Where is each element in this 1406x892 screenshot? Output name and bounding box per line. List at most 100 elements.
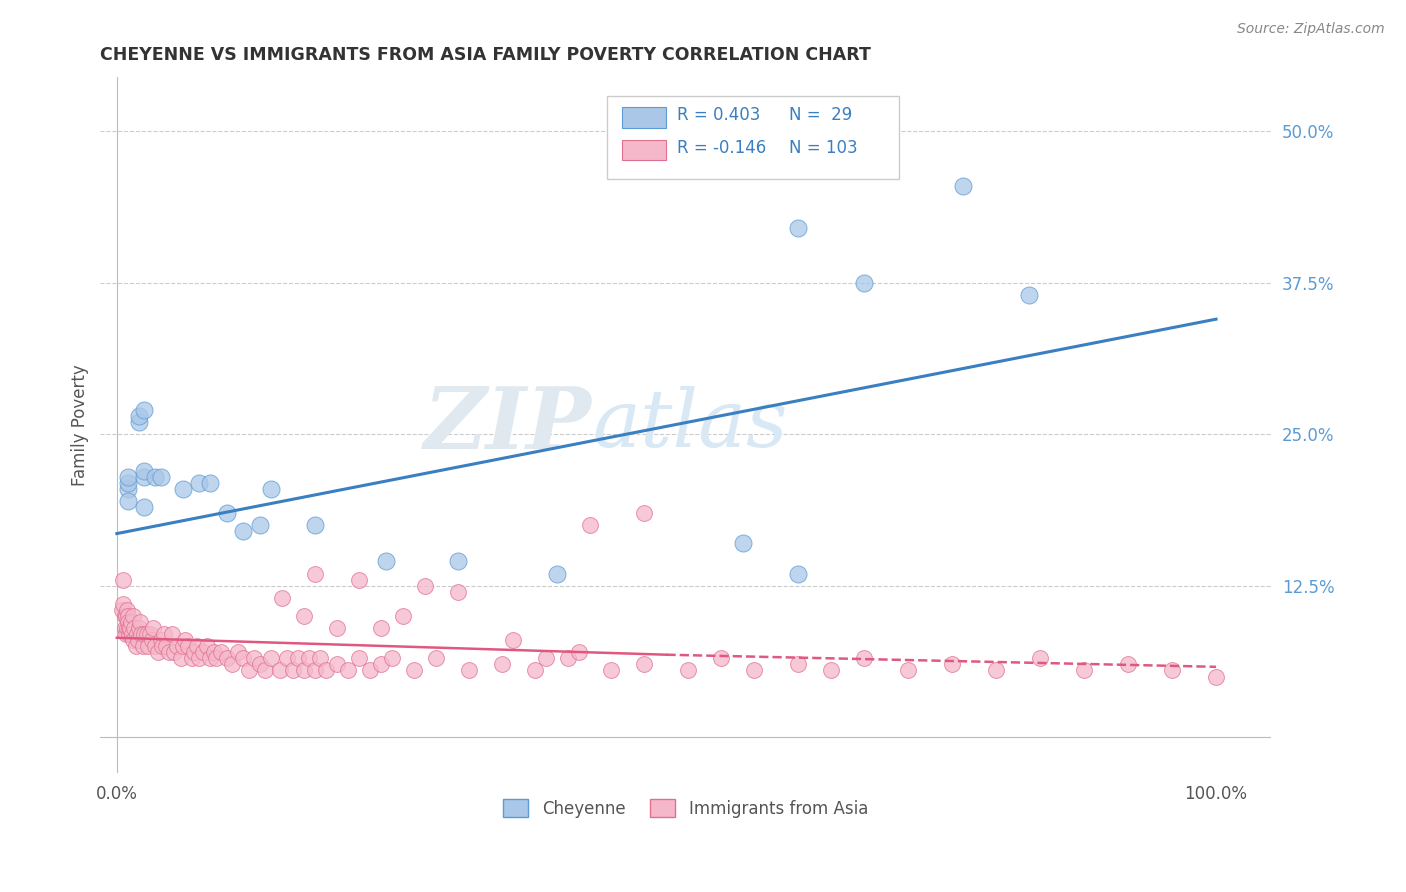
- Point: [166, 639, 188, 653]
- Point: [304, 566, 326, 581]
- Point: [1116, 657, 1139, 672]
- Point: [853, 651, 876, 665]
- Point: [149, 633, 172, 648]
- Point: [1205, 669, 1227, 683]
- Point: [567, 645, 589, 659]
- Point: [298, 651, 321, 665]
- Legend: Cheyenne, Immigrants from Asia: Cheyenne, Immigrants from Asia: [496, 793, 875, 824]
- Y-axis label: Family Poverty: Family Poverty: [72, 364, 89, 486]
- Point: [209, 645, 232, 659]
- Point: [111, 603, 134, 617]
- Text: R = -0.146: R = -0.146: [678, 139, 766, 157]
- Point: [523, 664, 546, 678]
- Point: [276, 651, 298, 665]
- Point: [446, 554, 468, 568]
- Point: [169, 651, 191, 665]
- Point: [546, 566, 568, 581]
- Point: [232, 651, 254, 665]
- Point: [347, 573, 370, 587]
- Point: [117, 482, 139, 496]
- Point: [1073, 664, 1095, 678]
- Point: [292, 609, 315, 624]
- Point: [134, 464, 156, 478]
- Point: [287, 651, 309, 665]
- Point: [370, 621, 392, 635]
- Point: [128, 415, 150, 429]
- Point: [115, 621, 138, 635]
- Point: [534, 651, 557, 665]
- Point: [270, 591, 292, 605]
- Point: [172, 482, 194, 496]
- Text: Source: ZipAtlas.com: Source: ZipAtlas.com: [1237, 22, 1385, 37]
- Point: [118, 621, 141, 635]
- Point: [952, 178, 974, 193]
- Point: [177, 639, 200, 653]
- Point: [117, 469, 139, 483]
- Point: [309, 651, 332, 665]
- Point: [163, 645, 186, 659]
- Point: [134, 500, 156, 514]
- Point: [391, 609, 413, 624]
- Point: [375, 554, 398, 568]
- Point: [141, 633, 163, 648]
- Point: [180, 651, 202, 665]
- Text: ZIP: ZIP: [425, 384, 592, 467]
- Point: [215, 651, 238, 665]
- Point: [678, 664, 700, 678]
- Text: atlas: atlas: [592, 386, 787, 464]
- Point: [254, 664, 277, 678]
- Point: [134, 403, 156, 417]
- Point: [114, 627, 136, 641]
- Point: [114, 621, 136, 635]
- Point: [457, 664, 479, 678]
- Text: N =  29: N = 29: [789, 106, 852, 124]
- Point: [600, 664, 623, 678]
- Point: [139, 627, 162, 641]
- Point: [897, 664, 920, 678]
- Point: [127, 633, 149, 648]
- Text: R = 0.403: R = 0.403: [678, 106, 761, 124]
- Point: [114, 609, 136, 624]
- Point: [143, 469, 166, 483]
- Point: [578, 518, 600, 533]
- Point: [557, 651, 579, 665]
- Point: [232, 524, 254, 538]
- Point: [153, 627, 176, 641]
- Point: [359, 664, 381, 678]
- Point: [142, 621, 165, 635]
- Point: [347, 651, 370, 665]
- Point: [117, 609, 139, 624]
- Point: [125, 627, 148, 641]
- Point: [260, 651, 283, 665]
- Point: [149, 469, 172, 483]
- Point: [249, 518, 271, 533]
- Point: [1018, 288, 1040, 302]
- Point: [249, 657, 271, 672]
- Point: [134, 627, 156, 641]
- Point: [304, 518, 326, 533]
- Point: [446, 584, 468, 599]
- Point: [143, 639, 166, 653]
- Point: [941, 657, 963, 672]
- Point: [186, 639, 208, 653]
- Point: [370, 657, 392, 672]
- Point: [336, 664, 359, 678]
- Point: [122, 633, 145, 648]
- Point: [402, 664, 425, 678]
- FancyBboxPatch shape: [623, 107, 666, 128]
- Point: [200, 651, 222, 665]
- Point: [112, 597, 135, 611]
- Point: [160, 627, 183, 641]
- Point: [195, 639, 218, 653]
- Point: [238, 664, 260, 678]
- FancyBboxPatch shape: [607, 96, 898, 179]
- Point: [491, 657, 513, 672]
- Point: [215, 506, 238, 520]
- Point: [132, 639, 155, 653]
- Point: [502, 633, 524, 648]
- Point: [269, 664, 291, 678]
- Point: [744, 664, 766, 678]
- Point: [853, 276, 876, 290]
- Point: [183, 645, 205, 659]
- Point: [117, 615, 139, 629]
